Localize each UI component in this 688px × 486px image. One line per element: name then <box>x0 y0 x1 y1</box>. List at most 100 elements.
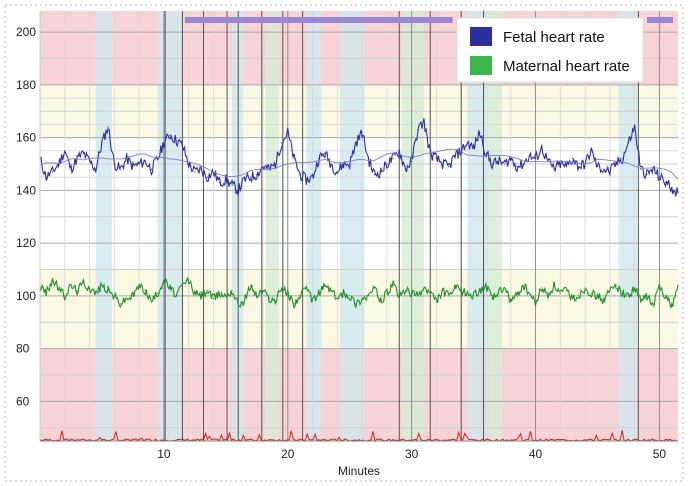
x-tick-label-40: 40 <box>529 447 543 461</box>
series-1-point-12 <box>113 295 115 297</box>
series-1-point-65 <box>442 290 444 292</box>
series-0-point-4 <box>64 150 66 152</box>
series-0-point-97 <box>640 168 642 170</box>
outer-frame <box>4 4 684 482</box>
series-0-point-73 <box>491 163 493 165</box>
series-0-point-72 <box>485 152 487 155</box>
series-0-point-93 <box>615 163 617 165</box>
series-1-point-1 <box>45 292 47 294</box>
series-0-point-22 <box>175 139 177 141</box>
series-1-point-73 <box>491 297 493 300</box>
series-0-point-48 <box>336 171 338 173</box>
series-1-point-8 <box>89 287 91 289</box>
series-1-point-48 <box>336 297 338 300</box>
series-0-point-56 <box>386 163 388 165</box>
series-0-point-42 <box>299 174 301 176</box>
series-0-point-68 <box>460 150 462 152</box>
series-1-point-30 <box>225 295 227 297</box>
series-1-point-58 <box>398 295 400 297</box>
series-0-point-62 <box>423 121 425 123</box>
series-1-point-53 <box>367 295 369 297</box>
series-0-point-11 <box>107 126 109 128</box>
series-1-point-31 <box>231 290 233 292</box>
series-1-point-50 <box>349 295 351 297</box>
series-0-point-53 <box>367 158 369 160</box>
series-0-point-39 <box>281 142 283 144</box>
series-1-point-6 <box>76 290 78 292</box>
series-0-point-101 <box>665 181 667 184</box>
series-0-point-65 <box>442 163 444 165</box>
legend-swatch-fetal <box>470 27 492 46</box>
series-1-point-41 <box>293 303 295 305</box>
series-0-point-74 <box>497 160 499 162</box>
series-1-point-83 <box>553 284 555 286</box>
series-1-point-28 <box>212 297 214 300</box>
series-0-point-47 <box>330 163 332 165</box>
series-0-point-17 <box>144 160 146 162</box>
series-1-point-76 <box>510 300 512 302</box>
series-0-point-38 <box>274 163 276 165</box>
series-1-point-82 <box>547 295 549 297</box>
y-tick-label-200: 200 <box>16 25 36 39</box>
series-1-point-64 <box>435 300 437 302</box>
series-layer <box>39 118 679 309</box>
series-0-point-83 <box>553 168 555 170</box>
series-1-point-18 <box>150 300 153 302</box>
shaded-band-0 <box>95 11 112 441</box>
series-0-point-55 <box>380 171 382 173</box>
series-0-point-99 <box>652 168 654 170</box>
series-0-point-77 <box>516 166 518 168</box>
series-0-point-40 <box>287 131 289 133</box>
series-1-point-101 <box>665 295 667 297</box>
series-1-point-34 <box>250 284 252 286</box>
series-0-point-2 <box>51 171 54 173</box>
series-0-point-5 <box>70 168 72 170</box>
series-0-point-34 <box>250 176 252 178</box>
series-1-point-46 <box>324 284 326 286</box>
series-1-point-27 <box>206 290 208 292</box>
series-0-point-13 <box>119 168 122 170</box>
series-1-point-39 <box>281 287 283 289</box>
series-0-point-9 <box>95 168 97 170</box>
series-0-point-63 <box>429 152 431 155</box>
series-0-point-51 <box>355 142 357 144</box>
series-1-point-29 <box>219 292 221 294</box>
series-0-point-29 <box>219 181 221 184</box>
series-0-point-89 <box>590 150 592 152</box>
series-0-point-8 <box>89 160 91 162</box>
series-1-point-99 <box>652 305 654 308</box>
x-tick-label-30: 30 <box>405 447 419 461</box>
shaded-band-2 <box>232 11 244 441</box>
series-1-point-10 <box>101 284 103 286</box>
series-1-point-63 <box>429 292 431 294</box>
y-tick-label-80: 80 <box>16 342 30 356</box>
series-0-point-76 <box>510 158 512 160</box>
series-1-point-17 <box>144 290 146 292</box>
series-0-point-21 <box>169 134 171 136</box>
series-1-point-95 <box>627 295 630 297</box>
series-line-0 <box>39 118 679 197</box>
series-0-point-44 <box>311 176 314 178</box>
series-1-point-60 <box>411 292 413 294</box>
series-0-point-20 <box>163 142 165 144</box>
shaded-band-4 <box>306 11 322 441</box>
series-0-point-41 <box>293 158 295 160</box>
series-0-point-91 <box>603 168 605 170</box>
series-0-point-54 <box>373 174 376 176</box>
series-1-point-86 <box>572 297 574 300</box>
series-1-point-47 <box>330 290 332 292</box>
series-1-point-54 <box>373 287 376 289</box>
series-1-point-24 <box>188 279 190 281</box>
series-1-point-23 <box>181 284 184 286</box>
series-0-point-10 <box>101 142 103 144</box>
series-1-point-13 <box>119 303 122 305</box>
series-1-point-36 <box>262 290 264 292</box>
series-1-point-14 <box>126 297 128 300</box>
series-0-point-49 <box>342 163 345 165</box>
series-0-point-64 <box>435 158 437 160</box>
series-0-point-102 <box>671 187 673 189</box>
series-1-point-69 <box>466 292 468 294</box>
series-1-point-33 <box>243 300 245 302</box>
series-0-point-18 <box>150 168 153 170</box>
series-0-point-57 <box>392 158 394 160</box>
